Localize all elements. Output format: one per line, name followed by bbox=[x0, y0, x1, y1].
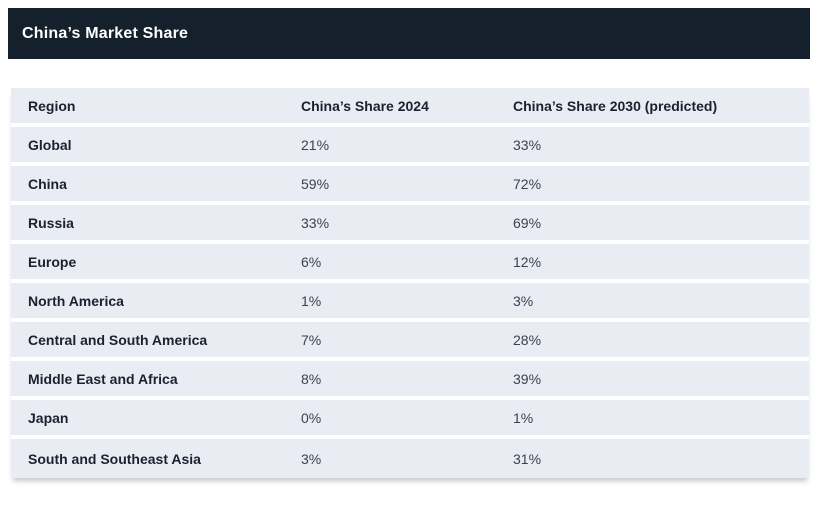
share-2024-cell: 7% bbox=[284, 322, 496, 361]
table-row: Europe 6% 12% bbox=[11, 244, 809, 283]
column-header-region: Region bbox=[11, 88, 284, 127]
title-bar: China’s Market Share bbox=[8, 8, 810, 59]
share-2030-cell: 28% bbox=[496, 322, 809, 361]
region-cell: Global bbox=[11, 127, 284, 166]
share-2030-cell: 31% bbox=[496, 439, 809, 478]
region-cell: China bbox=[11, 166, 284, 205]
share-2024-cell: 3% bbox=[284, 439, 496, 478]
share-2030-cell: 33% bbox=[496, 127, 809, 166]
region-cell: Middle East and Africa bbox=[11, 361, 284, 400]
share-2030-cell: 1% bbox=[496, 400, 809, 439]
share-2024-cell: 8% bbox=[284, 361, 496, 400]
table-row: China 59% 72% bbox=[11, 166, 809, 205]
share-2024-cell: 0% bbox=[284, 400, 496, 439]
table-body: Global 21% 33% China 59% 72% Russia 33% 69% Europ… bbox=[11, 127, 809, 478]
region-cell: North America bbox=[11, 283, 284, 322]
region-cell: Japan bbox=[11, 400, 284, 439]
share-2024-cell: 59% bbox=[284, 166, 496, 205]
column-header-share-2030-predicted: China’s Share 2030 (predicted) bbox=[496, 88, 809, 127]
table-row: South and Southeast Asia 3% 31% bbox=[11, 439, 809, 478]
table-row: Central and South America 7% 28% bbox=[11, 322, 809, 361]
share-2030-cell: 3% bbox=[496, 283, 809, 322]
region-cell: Europe bbox=[11, 244, 284, 283]
table-header-row: Region China’s Share 2024 China’s Share … bbox=[11, 88, 809, 127]
table-row: Middle East and Africa 8% 39% bbox=[11, 361, 809, 400]
share-2030-cell: 12% bbox=[496, 244, 809, 283]
share-2024-cell: 33% bbox=[284, 205, 496, 244]
region-cell: South and Southeast Asia bbox=[11, 439, 284, 478]
table-row: North America 1% 3% bbox=[11, 283, 809, 322]
share-2030-cell: 39% bbox=[496, 361, 809, 400]
table-row: Global 21% 33% bbox=[11, 127, 809, 166]
region-cell: Russia bbox=[11, 205, 284, 244]
table-row: Japan 0% 1% bbox=[11, 400, 809, 439]
column-header-share-2024: China’s Share 2024 bbox=[284, 88, 496, 127]
table-row: Russia 33% 69% bbox=[11, 205, 809, 244]
share-2024-cell: 21% bbox=[284, 127, 496, 166]
share-2024-cell: 6% bbox=[284, 244, 496, 283]
share-2030-cell: 72% bbox=[496, 166, 809, 205]
market-share-table: Region China’s Share 2024 China’s Share … bbox=[11, 88, 809, 478]
share-2024-cell: 1% bbox=[284, 283, 496, 322]
share-2030-cell: 69% bbox=[496, 205, 809, 244]
region-cell: Central and South America bbox=[11, 322, 284, 361]
page-title: China’s Market Share bbox=[22, 24, 189, 42]
